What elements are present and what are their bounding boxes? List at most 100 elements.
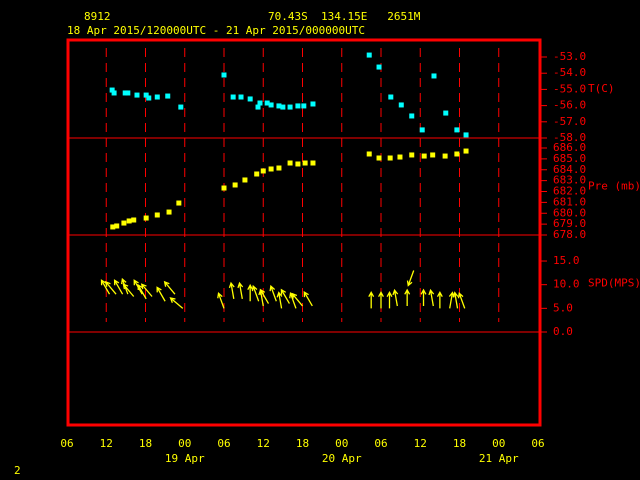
point xyxy=(421,153,427,159)
wind-arrow xyxy=(291,292,303,307)
point xyxy=(125,90,131,96)
wind-arrow xyxy=(258,288,265,307)
point xyxy=(134,92,140,98)
wind-arrow xyxy=(156,286,166,302)
wind-arrow xyxy=(368,290,375,309)
y-tick-label: -57.0 xyxy=(553,115,586,128)
x-tick-label: 12 xyxy=(257,437,270,450)
date-label: 19 Apr xyxy=(165,452,205,465)
point xyxy=(268,102,274,108)
point xyxy=(146,95,152,101)
point xyxy=(388,94,394,100)
wind-arrow xyxy=(420,288,427,306)
point xyxy=(176,200,182,206)
y-tick-label: 0.0 xyxy=(553,325,573,338)
panel-label: SPD(MPS) xyxy=(588,277,640,290)
point xyxy=(454,127,460,133)
point xyxy=(295,161,301,167)
point xyxy=(257,100,263,106)
point xyxy=(238,94,244,100)
y-tick-label: 5.0 xyxy=(553,301,573,314)
location: 70.43S 134.15E 2651M xyxy=(268,10,421,23)
point xyxy=(242,177,248,183)
y-tick-label: 678.0 xyxy=(553,228,586,241)
wind-arrow xyxy=(100,279,111,295)
panel-label: Pre (mb) xyxy=(588,180,640,193)
point xyxy=(126,218,132,224)
y-tick-label: -58.0 xyxy=(553,131,586,144)
x-tick-label: 00 xyxy=(492,437,505,450)
point xyxy=(268,166,274,172)
wind-arrow xyxy=(137,283,147,300)
x-tick-label: 06 xyxy=(531,437,544,450)
date-label: 20 Apr xyxy=(322,452,362,465)
wind-arrow xyxy=(113,279,124,295)
wind-arrow xyxy=(276,291,283,309)
point xyxy=(280,104,286,110)
point xyxy=(376,64,382,70)
wind-arrow xyxy=(163,280,176,295)
period: 18 Apr 2015/120000UTC - 21 Apr 2015/0000… xyxy=(67,24,365,37)
x-tick-label: 12 xyxy=(414,437,427,450)
point xyxy=(276,103,282,109)
point xyxy=(366,151,372,157)
y-tick-label: 685.0 xyxy=(553,152,586,165)
point xyxy=(166,209,172,215)
station: 8912 xyxy=(84,10,111,23)
point xyxy=(442,153,448,159)
wind-arrow xyxy=(404,288,411,306)
wind-arrow xyxy=(280,288,290,304)
y-tick-label: 683.0 xyxy=(553,174,586,187)
wind-arrow xyxy=(406,270,415,287)
point xyxy=(154,94,160,100)
point xyxy=(221,185,227,191)
wind-arrow xyxy=(237,281,244,299)
wind-arrow xyxy=(392,288,399,307)
point xyxy=(463,148,469,154)
panel-label: T(C) xyxy=(588,82,615,95)
wind-arrow xyxy=(247,283,254,302)
y-tick-label: 679.0 xyxy=(553,217,586,230)
point xyxy=(143,92,149,98)
point xyxy=(221,72,227,78)
wind-arrow xyxy=(169,297,184,309)
x-tick-label: 06 xyxy=(374,437,387,450)
wind-arrow xyxy=(228,281,235,299)
point xyxy=(254,171,260,177)
point xyxy=(310,160,316,166)
point xyxy=(232,182,238,188)
y-tick-label: 686.0 xyxy=(553,141,586,154)
wind-arrow xyxy=(436,290,443,309)
point xyxy=(131,217,137,223)
y-tick-label: -56.0 xyxy=(553,99,586,112)
y-tick-label: 681.0 xyxy=(553,195,586,208)
point xyxy=(366,52,372,58)
point xyxy=(122,90,128,96)
x-tick-label: 18 xyxy=(139,437,152,450)
point xyxy=(295,103,301,109)
y-tick-label: 10.0 xyxy=(553,278,580,291)
point xyxy=(419,127,425,133)
y-tick-label: -54.0 xyxy=(553,66,586,79)
wind-arrow xyxy=(378,290,384,309)
point xyxy=(111,90,117,96)
point xyxy=(287,160,293,166)
wind-arrow xyxy=(386,290,393,309)
point xyxy=(454,151,460,157)
point xyxy=(264,100,270,106)
wind-arrow xyxy=(140,283,153,297)
point xyxy=(287,104,293,110)
wind-arrow xyxy=(104,280,117,295)
point xyxy=(431,73,437,79)
point xyxy=(121,220,127,226)
wind-arrow xyxy=(122,283,135,297)
wind-arrow xyxy=(259,288,270,304)
wind-arrow xyxy=(269,284,277,302)
point xyxy=(387,155,393,161)
point xyxy=(463,132,469,138)
point xyxy=(302,160,308,166)
point xyxy=(310,101,316,107)
y-tick-label: 682.0 xyxy=(553,185,586,198)
